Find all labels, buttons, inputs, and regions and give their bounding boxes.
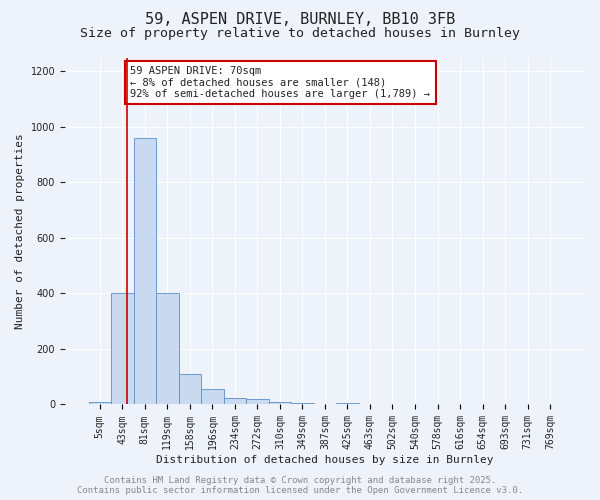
Text: Contains HM Land Registry data © Crown copyright and database right 2025.
Contai: Contains HM Land Registry data © Crown c… <box>77 476 523 495</box>
Bar <box>224 398 246 404</box>
Bar <box>179 374 201 404</box>
Bar <box>111 294 134 405</box>
X-axis label: Distribution of detached houses by size in Burnley: Distribution of detached houses by size … <box>156 455 494 465</box>
Bar <box>156 294 179 405</box>
Bar <box>269 402 291 404</box>
Bar <box>336 403 359 404</box>
Text: 59, ASPEN DRIVE, BURNLEY, BB10 3FB: 59, ASPEN DRIVE, BURNLEY, BB10 3FB <box>145 12 455 28</box>
Bar <box>201 389 224 404</box>
Text: Size of property relative to detached houses in Burnley: Size of property relative to detached ho… <box>80 28 520 40</box>
Bar <box>291 403 314 404</box>
Y-axis label: Number of detached properties: Number of detached properties <box>15 133 25 329</box>
Bar <box>89 402 111 404</box>
Bar <box>246 399 269 404</box>
Bar <box>134 138 156 404</box>
Text: 59 ASPEN DRIVE: 70sqm
← 8% of detached houses are smaller (148)
92% of semi-deta: 59 ASPEN DRIVE: 70sqm ← 8% of detached h… <box>130 66 430 99</box>
